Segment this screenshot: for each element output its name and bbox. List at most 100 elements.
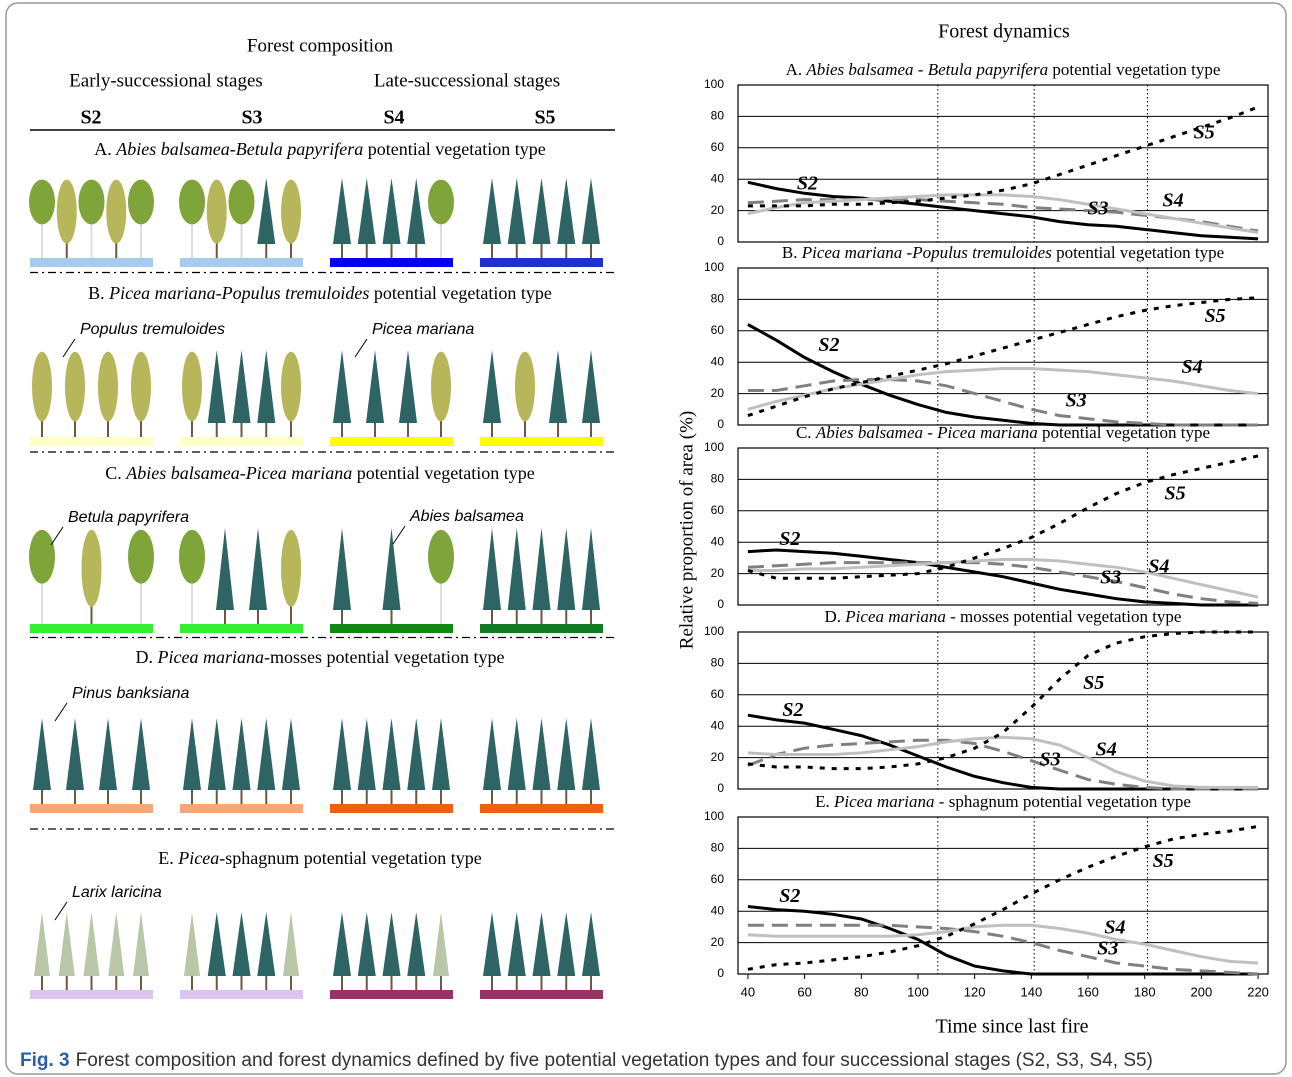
tree-crown [407, 718, 426, 790]
y-tick-label: 100 [704, 440, 724, 454]
x-axis-label: Time since last fire [935, 1016, 1088, 1038]
tree-crown [29, 529, 55, 584]
series-label: S5 [1194, 121, 1215, 143]
stage-label: S5 [534, 107, 555, 129]
chart-title-part: D. [825, 607, 846, 626]
ground-bar [180, 437, 303, 446]
tree-crown [216, 528, 234, 610]
ground-bar [180, 624, 303, 633]
tree-crown [428, 529, 454, 584]
y-tick-label: 100 [704, 624, 724, 638]
y-tick-label: 80 [711, 472, 725, 486]
species-label: Larix laricina [72, 884, 162, 901]
tree-crown [357, 718, 376, 790]
tree-crown [507, 912, 526, 976]
ground-bar [30, 624, 153, 633]
tree-crown [582, 528, 600, 610]
chart-title: E. Picea mariana - sphagnum potential ve… [815, 792, 1191, 811]
chart-title-part: - mosses potential vegetation type [946, 607, 1182, 626]
plot-area [737, 267, 1269, 426]
tree-crown [532, 912, 551, 976]
x-tick-label: 160 [1077, 984, 1099, 999]
tree-crown [281, 179, 301, 244]
series-line [747, 905, 1259, 976]
tree-crown [232, 718, 251, 790]
tree-crown [78, 179, 105, 225]
tree-crown [207, 912, 226, 976]
type-title-part: -sphagnum potential vegetation type [219, 848, 481, 868]
chart-title-part: potential vegetation type [1048, 60, 1220, 79]
series-line [747, 367, 1259, 411]
series-line [747, 558, 1259, 599]
tree-crown [483, 912, 501, 976]
y-tick-label: 40 [711, 718, 725, 732]
y-tick-label: 60 [711, 872, 725, 886]
y-tick-label: 100 [704, 809, 724, 823]
tree-crown [507, 178, 526, 244]
tree-crown [582, 350, 600, 423]
type-title-part: Picea [177, 848, 219, 868]
y-tick-label: 0 [717, 966, 724, 980]
tree-crown [65, 351, 85, 422]
species-pointer [62, 338, 76, 358]
series-label: S2 [782, 699, 803, 721]
tree-crown [407, 178, 426, 244]
tree-crown [532, 178, 551, 244]
y-tick-label: 0 [717, 597, 724, 611]
type-title: C. Abies balsamea-Picea mariana potentia… [105, 463, 534, 483]
type-title-part: C. [105, 463, 126, 483]
tree-crown [207, 718, 226, 790]
type-title: E. Picea-sphagnum potential vegetation t… [158, 848, 481, 868]
series-label: S3 [1039, 748, 1060, 770]
species-pointer [354, 338, 368, 358]
tree-crown [132, 718, 150, 790]
x-tick-label: 80 [854, 984, 868, 999]
tree-crown [83, 912, 100, 976]
type-title-part: D. [136, 647, 158, 667]
tree-crown [407, 912, 426, 976]
y-tick-label: 0 [717, 781, 724, 795]
tree-crown [582, 912, 600, 976]
type-title-part: Picea mariana-Populus tremuloides [108, 283, 369, 303]
tree-crown [232, 350, 251, 423]
tree-crown [98, 351, 118, 422]
tree-crown [32, 351, 52, 422]
tree-crown [483, 528, 501, 610]
species-label: Betula papyrifera [68, 509, 189, 526]
caption: Fig. 3 Forest composition and forest dyna… [20, 1050, 1153, 1071]
tree-crown [366, 350, 384, 423]
tree-crown [483, 718, 501, 790]
tree-crown [282, 718, 300, 790]
series-line [747, 378, 1259, 427]
series-line [747, 923, 1259, 976]
tree-crown [557, 912, 576, 976]
chart-title-part: C. [796, 423, 816, 442]
type-title-part: E. [158, 848, 178, 868]
tree-crown [557, 718, 576, 790]
y-tick-label: 80 [711, 109, 725, 123]
tree-crown [532, 718, 551, 790]
type-title-part: Abies balsamea-Picea mariana [125, 463, 352, 483]
tree-crown [131, 351, 151, 422]
ground-bar [30, 258, 153, 267]
series-line [747, 824, 1259, 971]
plot-area [737, 631, 1269, 790]
tree-crown [58, 912, 75, 976]
series-line [747, 180, 1259, 241]
ground-bar [30, 437, 153, 446]
x-tick-label: 100 [907, 984, 929, 999]
tree-crown [532, 528, 551, 610]
series-label: S4 [1104, 916, 1125, 938]
tree-crown [281, 351, 301, 422]
caption-label: Fig. 3 [20, 1050, 70, 1071]
tree-crown [182, 351, 202, 422]
y-tick-label: 20 [711, 386, 725, 400]
tree-crown [66, 718, 84, 790]
type-title-part: potential vegetation type [363, 139, 545, 159]
species-label: Picea mariana [372, 321, 474, 338]
series-label: S2 [779, 528, 800, 550]
y-tick-label: 20 [711, 750, 725, 764]
series-line [747, 323, 1259, 427]
species-pointer [392, 525, 406, 545]
tree-crown [333, 912, 351, 976]
